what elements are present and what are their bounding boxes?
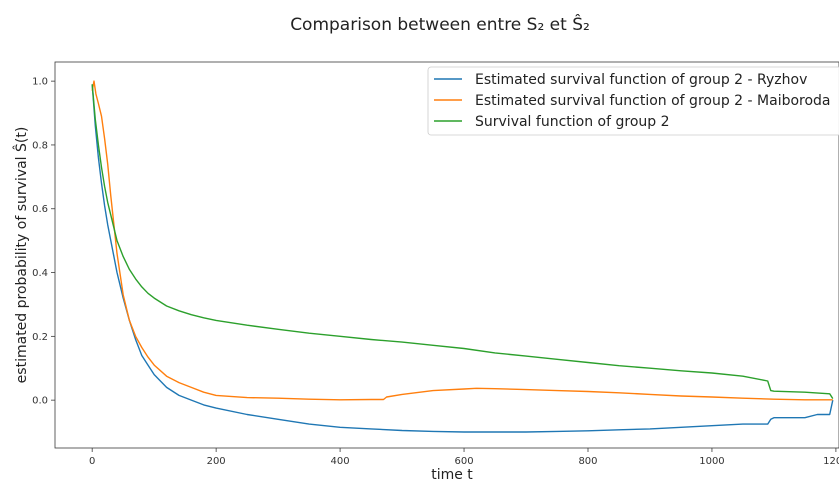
y-tick-label: 0.2 bbox=[32, 332, 48, 343]
x-axis: 0 200 400 600 800 1000 1200 bbox=[89, 448, 839, 467]
x-tick-label: 1200 bbox=[823, 456, 839, 467]
plot-frame bbox=[54, 61, 839, 449]
y-tick-label: 0.8 bbox=[32, 140, 48, 151]
legend-label-2: Estimated survival function of group 2 -… bbox=[475, 93, 831, 109]
series-line-2 bbox=[91, 80, 833, 401]
chart-title: Comparison between entre S₂ et Ŝ₂ bbox=[290, 13, 590, 35]
legend-label-3: Survival function of group 2 bbox=[475, 114, 670, 130]
series-line-3 bbox=[91, 84, 834, 399]
plot-lines bbox=[91, 80, 834, 433]
x-tick-label: 800 bbox=[578, 456, 597, 467]
legend: Estimated survival function of group 2 -… bbox=[427, 66, 839, 136]
y-tick-label: 1.0 bbox=[32, 77, 48, 88]
legend-box bbox=[427, 66, 839, 136]
y-tick-label: 0.4 bbox=[32, 268, 48, 279]
legend-label-1: Estimated survival function of group 2 -… bbox=[475, 72, 807, 88]
x-tick-label: 200 bbox=[207, 456, 226, 467]
x-axis-label: time t bbox=[431, 467, 473, 483]
y-tick-label: 0.6 bbox=[32, 204, 48, 215]
x-tick-label: 600 bbox=[454, 456, 473, 467]
x-tick-label: 0 bbox=[89, 456, 95, 467]
series-line-1 bbox=[91, 84, 834, 433]
y-axis-label: estimated probability of survival Ŝ(t) bbox=[12, 127, 30, 384]
y-axis: 0.0 0.2 0.4 0.6 0.8 1.0 bbox=[32, 77, 55, 407]
y-tick-label: 0.0 bbox=[32, 396, 48, 407]
x-tick-label: 1000 bbox=[699, 456, 724, 467]
x-tick-label: 400 bbox=[331, 456, 350, 467]
